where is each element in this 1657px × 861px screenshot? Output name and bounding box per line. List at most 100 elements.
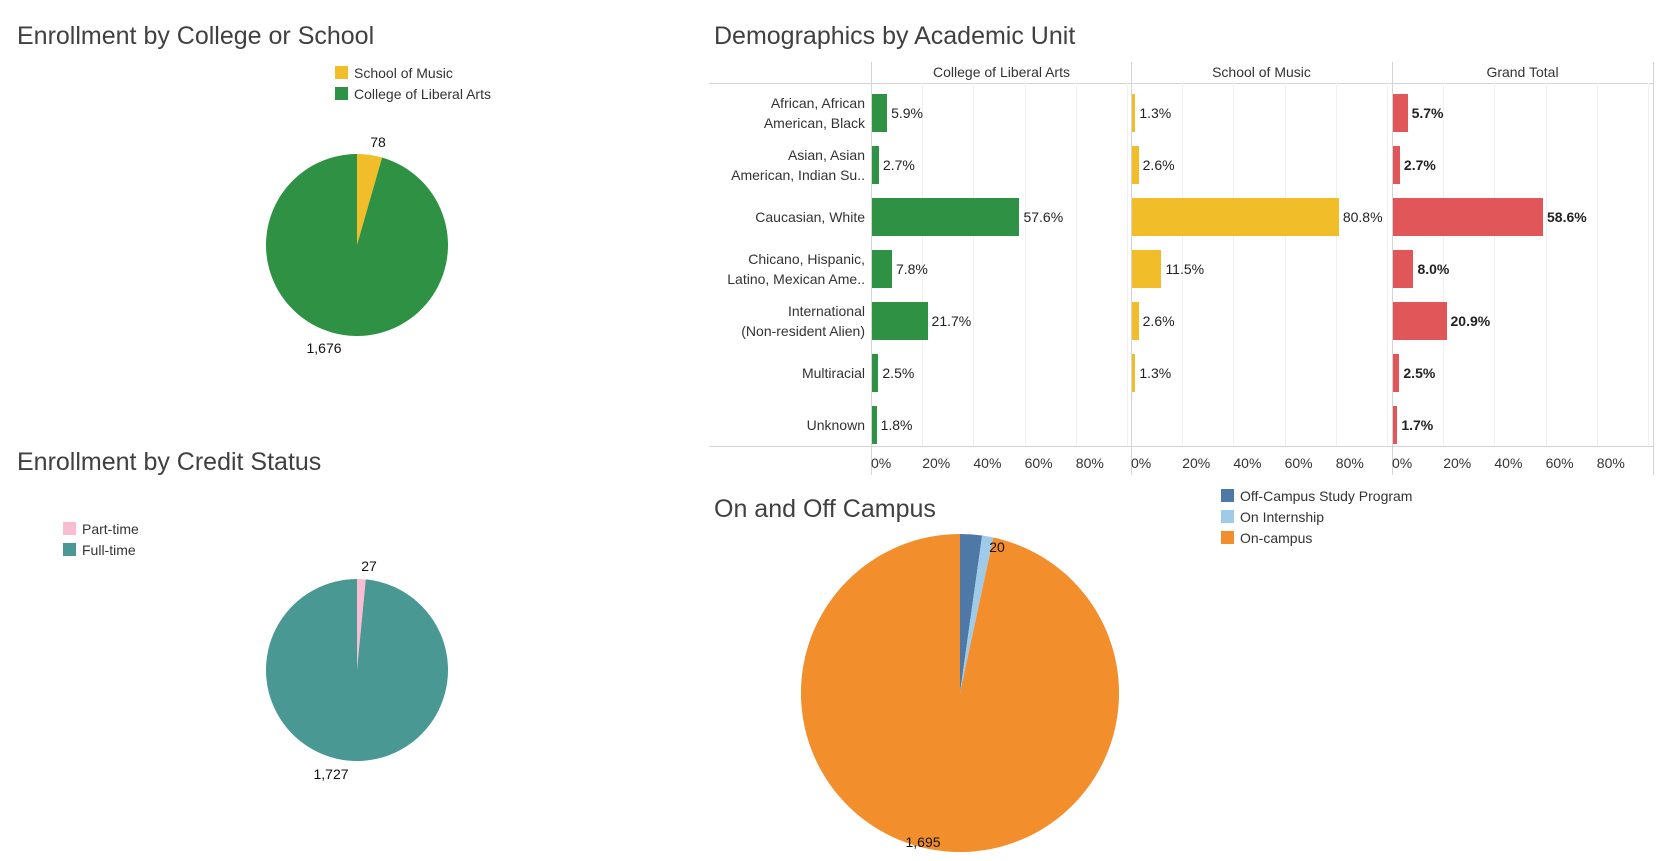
credit-pie-slice-full-time[interactable] (266, 579, 449, 761)
legend-label: On-campus (1240, 529, 1313, 546)
bar-label: 80.8% (1342, 209, 1383, 225)
bar-1-0[interactable] (1132, 94, 1136, 132)
legend-label: Part-time (82, 520, 139, 537)
legend-credit: Part-time Full-time (63, 518, 139, 560)
legend-item[interactable]: Part-time (63, 518, 139, 539)
legend-swatch (63, 543, 76, 556)
panel-divider (1653, 62, 1654, 475)
gridline (1127, 83, 1128, 446)
bar-2-3[interactable] (1393, 250, 1414, 288)
gridline (1648, 83, 1649, 446)
row-label: Unknown (807, 415, 865, 435)
gridline (1494, 83, 1496, 446)
legend-college: School of Music College of Liberal Arts (335, 62, 491, 104)
panel-divider (871, 62, 872, 475)
bar-label: 11.5% (1165, 261, 1205, 277)
bar-label: 58.6% (1547, 209, 1587, 225)
legend-swatch (63, 522, 76, 535)
campus-pie-slice-off-campus-study-program[interactable] (960, 534, 983, 693)
row-label-line: (Non-resident Alien) (741, 323, 865, 339)
bar-2-0[interactable] (1393, 94, 1408, 132)
bar-0-0[interactable] (872, 94, 888, 132)
gridline (1182, 83, 1184, 446)
bar-label: 1.8% (880, 417, 913, 433)
bar-0-2[interactable] (872, 198, 1020, 236)
row-label: International (Non-resident Alien) (741, 301, 865, 341)
college-pie-slice-college-of-liberal-arts[interactable] (266, 154, 449, 336)
axis-divider (709, 446, 1653, 447)
chart-title-credit: Enrollment by Credit Status (17, 448, 322, 476)
legend-item[interactable]: College of Liberal Arts (335, 83, 491, 104)
bar-label: 2.5% (1403, 365, 1436, 381)
x-tick-label: 20% (922, 455, 951, 471)
bar-2-2[interactable] (1393, 198, 1544, 236)
x-tick-label: 60% (1545, 455, 1574, 471)
bar-1-1[interactable] (1132, 146, 1139, 184)
x-tick-label: 40% (973, 455, 1002, 471)
row-label-line: Multiracial (801, 365, 865, 381)
gridline (1596, 83, 1598, 446)
legend-label: School of Music (354, 64, 453, 81)
legend-label: On Internship (1240, 508, 1325, 525)
bar-1-3[interactable] (1132, 250, 1162, 288)
x-tick-label: 40% (1494, 455, 1523, 471)
gridline (1233, 83, 1235, 446)
gridline (1335, 83, 1337, 446)
row-label: Asian, Asian American, Indian Su.. (731, 145, 865, 185)
x-tick-label: 20% (1443, 455, 1472, 471)
legend-swatch (1221, 489, 1234, 502)
row-label: Multiracial (802, 363, 865, 383)
credit-pie-slice-part-time[interactable] (357, 579, 366, 670)
row-label: Chicano, Hispanic, Latino, Mexican Ame.. (727, 249, 865, 289)
row-label-line: Unknown (806, 417, 865, 433)
legend-item[interactable]: Off-Campus Study Program (1221, 485, 1412, 506)
x-tick-label: 60% (1284, 455, 1313, 471)
gridline (1443, 83, 1445, 446)
legend-swatch (1221, 531, 1234, 544)
x-tick-label: 0% (1392, 455, 1413, 471)
bar-label: 1.3% (1139, 105, 1172, 121)
legend-swatch (335, 66, 348, 79)
column-header-0: College of Liberal Arts (933, 64, 1070, 80)
pie-label-full-time: 1,727 (313, 766, 349, 782)
bar-label: 2.5% (882, 365, 915, 381)
gridline (1387, 83, 1388, 446)
bar-2-5[interactable] (1393, 354, 1400, 392)
bar-2-4[interactable] (1393, 302, 1447, 340)
bar-1-4[interactable] (1132, 302, 1139, 340)
x-tick-label: 40% (1233, 455, 1262, 471)
bar-0-6[interactable] (872, 406, 877, 444)
bar-0-5[interactable] (872, 354, 879, 392)
campus-pie-slice-on-internship[interactable] (960, 535, 994, 693)
bar-0-3[interactable] (872, 250, 892, 288)
gridline (922, 83, 924, 446)
legend-label: Full-time (82, 541, 136, 558)
legend-item[interactable]: Full-time (63, 539, 139, 560)
bar-1-5[interactable] (1132, 354, 1136, 392)
bar-0-4[interactable] (872, 302, 928, 340)
row-label-line: African, African (770, 95, 865, 111)
gridline (1545, 83, 1547, 446)
college-pie-slice-school-of-music[interactable] (357, 154, 383, 245)
legend-item[interactable]: On-campus (1221, 527, 1412, 548)
bar-2-1[interactable] (1393, 146, 1400, 184)
row-label-line: American, Indian Su.. (731, 167, 865, 183)
bar-label: 5.9% (891, 105, 924, 121)
x-tick-label: 60% (1024, 455, 1053, 471)
pie-label-part-time: 27 (361, 558, 377, 574)
gridline (1075, 83, 1077, 446)
row-label-line: Caucasian, White (755, 209, 865, 225)
gridline (1284, 83, 1286, 446)
bar-0-1[interactable] (872, 146, 879, 184)
campus-pie-slice-on-campus[interactable] (801, 534, 1119, 852)
gridline (1024, 83, 1026, 446)
legend-item[interactable]: On Internship (1221, 506, 1412, 527)
column-header-1: School of Music (1212, 64, 1311, 80)
legend-item[interactable]: School of Music (335, 62, 491, 83)
panel-divider (1392, 62, 1393, 475)
row-label-line: Latino, Mexican Ame.. (727, 271, 865, 287)
pie-label-music: 78 (370, 134, 386, 150)
bar-label: 2.7% (882, 157, 915, 173)
bar-2-6[interactable] (1393, 406, 1398, 444)
bar-1-2[interactable] (1132, 198, 1339, 236)
